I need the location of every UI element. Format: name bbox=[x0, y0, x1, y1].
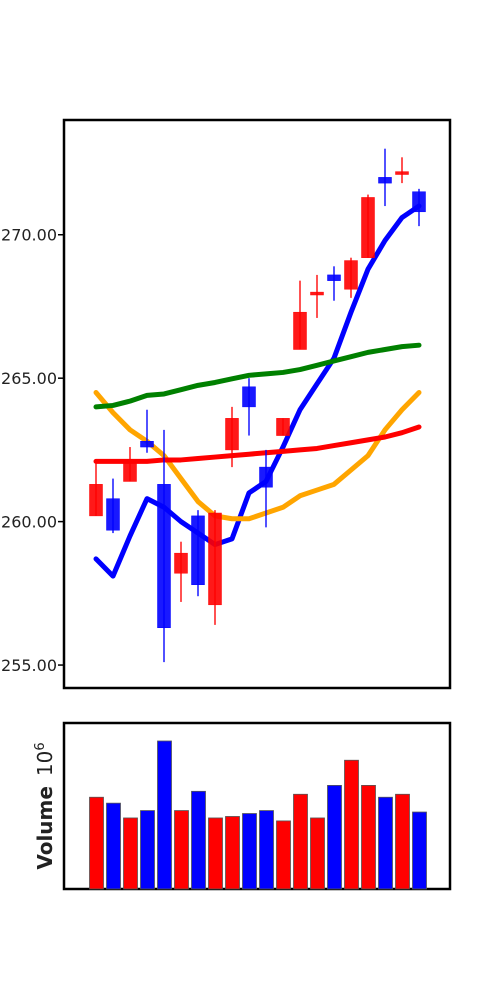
price-y-tick-label: 265.00 bbox=[1, 369, 57, 388]
volume-bar bbox=[310, 817, 325, 890]
candle-body bbox=[378, 177, 392, 184]
candle-body bbox=[208, 512, 222, 606]
moving-average-green-line bbox=[93, 342, 422, 410]
candle-body bbox=[344, 260, 358, 290]
price-y-tick-label: 270.00 bbox=[1, 226, 57, 245]
price-y-axis: 255.00 260.00 265.00 270.00 bbox=[1, 226, 64, 675]
candle-body bbox=[395, 171, 409, 175]
price-y-tick-label: 260.00 bbox=[1, 513, 57, 532]
candle-body bbox=[276, 418, 290, 436]
moving-average-red-line bbox=[93, 424, 422, 464]
volume-bar bbox=[191, 790, 206, 890]
volume-bar bbox=[395, 793, 410, 890]
volume-bar bbox=[89, 796, 104, 890]
candle-body bbox=[106, 498, 120, 531]
price-y-tick-label: 255.00 bbox=[1, 656, 57, 675]
volume-bar bbox=[361, 785, 376, 890]
candle-body bbox=[225, 418, 239, 451]
volume-bars bbox=[89, 740, 427, 890]
candle-body bbox=[293, 311, 307, 350]
volume-bar bbox=[174, 810, 189, 890]
candle-body bbox=[361, 197, 375, 258]
candle-body bbox=[157, 484, 171, 629]
volume-bar bbox=[327, 785, 342, 890]
price-panel: 255.00 260.00 265.00 270.00 bbox=[1, 118, 452, 690]
volume-bar bbox=[242, 813, 257, 890]
candle-body bbox=[310, 291, 324, 296]
volume-bar bbox=[123, 817, 138, 890]
candles bbox=[89, 148, 426, 663]
candle-body bbox=[89, 484, 103, 517]
candle-body bbox=[191, 515, 205, 585]
candle-body bbox=[327, 274, 341, 281]
candle-body bbox=[123, 461, 137, 482]
volume-bar bbox=[412, 811, 427, 890]
volume-bar bbox=[344, 759, 359, 890]
volume-bar bbox=[378, 796, 393, 890]
volume-bar bbox=[208, 817, 223, 890]
volume-bar bbox=[140, 810, 155, 890]
moving-average-blue-line bbox=[93, 203, 422, 579]
candle-body bbox=[174, 552, 188, 574]
volume-bar bbox=[106, 802, 121, 890]
volume-bar bbox=[293, 793, 308, 890]
candle-body bbox=[140, 441, 154, 448]
volume-bar bbox=[157, 740, 172, 890]
volume-bar bbox=[225, 816, 240, 890]
volume-bar bbox=[276, 820, 291, 890]
candle-body bbox=[412, 191, 426, 213]
candle-body bbox=[242, 386, 256, 408]
candle-body bbox=[259, 466, 273, 488]
volume-bar bbox=[259, 810, 274, 890]
volume-panel: Volume106 bbox=[33, 721, 452, 891]
volume-y-label: Volume106 bbox=[33, 742, 57, 869]
moving-average-lines bbox=[93, 203, 422, 579]
